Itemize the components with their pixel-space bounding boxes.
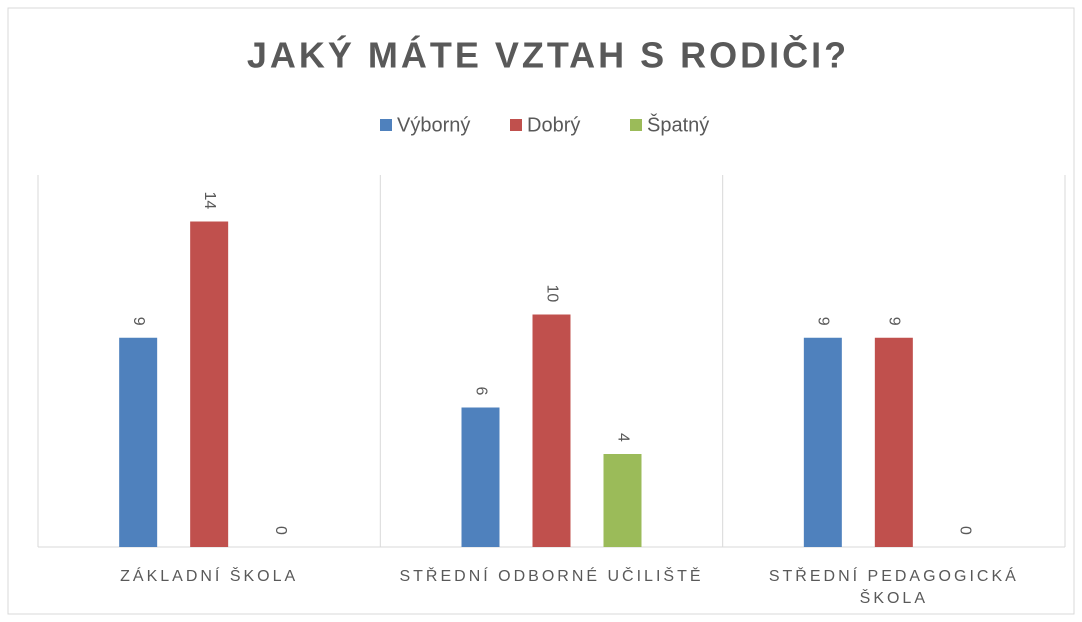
data-label: 9 [130,317,147,326]
data-label: 10 [543,285,560,303]
data-label: 14 [201,192,218,210]
data-label: 0 [272,526,289,535]
legend-label: Dobrý [527,114,580,136]
bar [603,454,642,547]
bar [461,407,500,547]
legend-swatch [510,119,522,131]
data-label: 6 [472,387,489,396]
x-tick-label: STŘEDNÍ PEDAGOGICKÁ ŠKOLA [768,568,1019,607]
legend-swatch [380,119,392,131]
chart-title: JAKÝ MÁTE VZTAH S RODIČI? [247,34,849,76]
legend-swatch [630,119,642,131]
x-tick-label: STŘEDNÍ ODBORNÉ UČILIŠTĚ [399,568,704,585]
legend-label: Špatný [647,113,709,136]
data-label: 9 [886,317,903,326]
data-label: 4 [614,433,631,442]
bar [190,221,229,547]
x-tick-label: ZÁKLADNÍ ŠKOLA [120,568,299,585]
bar [874,337,913,547]
data-label: 0 [957,526,974,535]
legend-label: Výborný [397,114,470,136]
bar [119,337,158,547]
bar [532,314,571,547]
data-label: 9 [815,317,832,326]
bar [803,337,842,547]
